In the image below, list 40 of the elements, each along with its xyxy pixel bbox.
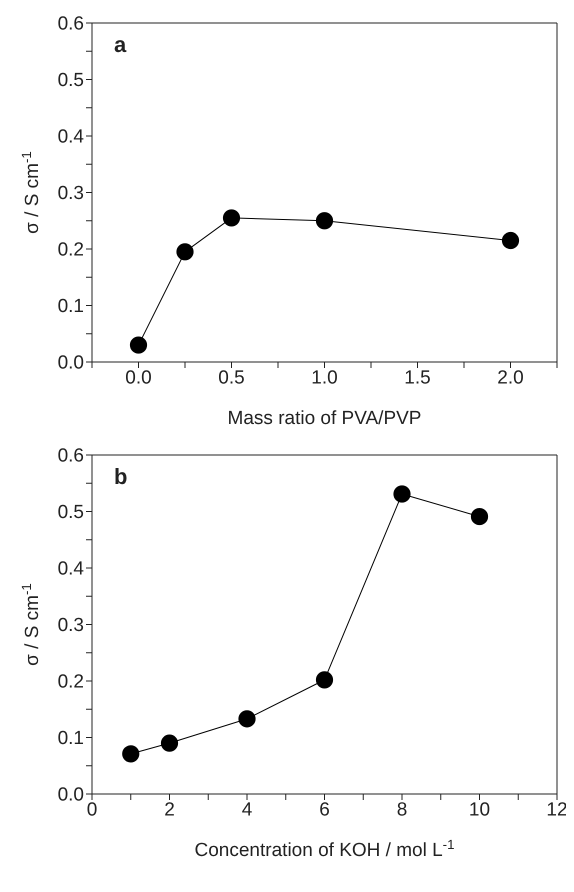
x-axis-title: Mass ratio of PVA/PVP [228,408,422,429]
point [393,485,411,503]
point [470,508,488,526]
y-tick-label: 0.6 [58,446,84,467]
y-tick-label: 0.2 [58,240,84,261]
point [502,232,520,250]
point [316,212,334,230]
x-axis-title: Concentration of KOH / mol L$^{-1}$ [194,836,454,861]
x-tick-label: 8 [396,799,408,820]
point [160,734,178,752]
point [130,336,148,354]
point [176,243,194,260]
x-tick-label: 0 [86,799,98,820]
x-tick-label: 2 [164,799,175,820]
annotation: a [114,32,126,58]
y-tick-label: 0.5 [58,502,84,524]
y-tick-label: 0.3 [58,615,84,636]
x-tick-label: 2.0 [497,367,524,388]
y-tick-label: 0.6 [58,14,84,35]
y-tick-label: 0.3 [58,183,84,204]
y-tick-label: 0.5 [58,70,84,92]
y-tick-label: 0.2 [58,672,84,693]
x-tick-label: 1.5 [404,367,431,388]
point [316,671,334,688]
point [222,209,240,227]
y-tick-label: 0.1 [58,728,84,750]
x-tick-label: 10 [468,799,490,820]
point [238,710,256,728]
point [122,745,140,762]
x-tick-label: 0.5 [218,367,245,388]
y-tick-label: 0.0 [58,784,84,806]
x-tick-label: 4 [242,799,253,820]
y-tick-label: 0.4 [58,126,84,148]
y-tick-label: 0.4 [58,558,84,580]
y-tick-label: 0.1 [58,296,84,318]
y-tick-label: 0.0 [58,352,84,374]
annotation: b [114,464,128,490]
x-tick-label: 6 [319,799,330,820]
x-tick-label: 0.0 [125,367,152,388]
x-tick-label: 1.0 [311,367,338,388]
